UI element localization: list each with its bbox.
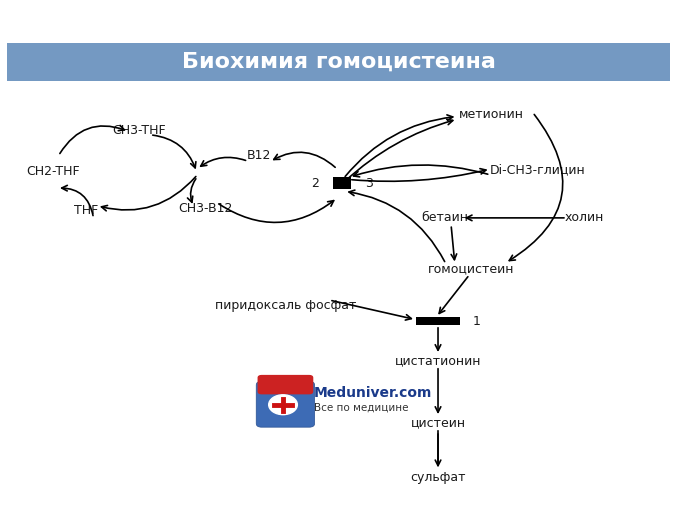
Text: холин: холин [565, 211, 604, 225]
Text: 1: 1 [473, 315, 481, 328]
FancyBboxPatch shape [416, 317, 460, 326]
Circle shape [269, 395, 297, 415]
FancyBboxPatch shape [332, 177, 351, 189]
Text: Di-CH3-глицин: Di-CH3-глицин [489, 163, 586, 176]
Text: гомоцистеин: гомоцистеин [428, 262, 515, 275]
Text: цистатионин: цистатионин [395, 354, 481, 367]
Text: пиридоксаль фосфат: пиридоксаль фосфат [215, 299, 356, 312]
Text: Биохимия гомоцистеина: Биохимия гомоцистеина [181, 52, 496, 72]
Text: сульфат: сульфат [410, 471, 466, 484]
FancyBboxPatch shape [256, 382, 315, 427]
Text: B12: B12 [246, 149, 271, 163]
Text: THF: THF [74, 205, 99, 217]
FancyBboxPatch shape [7, 43, 670, 81]
Text: CH2-THF: CH2-THF [26, 166, 80, 178]
Text: бетаин: бетаин [421, 211, 468, 225]
Text: метионин: метионин [458, 108, 523, 121]
Text: Все по медицине: Все по медицине [314, 403, 409, 413]
Text: CH3-THF: CH3-THF [112, 124, 167, 137]
Text: цистеин: цистеин [410, 416, 466, 429]
Text: CH3-B12: CH3-B12 [179, 202, 233, 215]
Text: 2: 2 [311, 177, 319, 190]
FancyBboxPatch shape [257, 375, 313, 394]
Text: Meduniver.com: Meduniver.com [314, 386, 433, 400]
Text: 3: 3 [365, 177, 373, 190]
